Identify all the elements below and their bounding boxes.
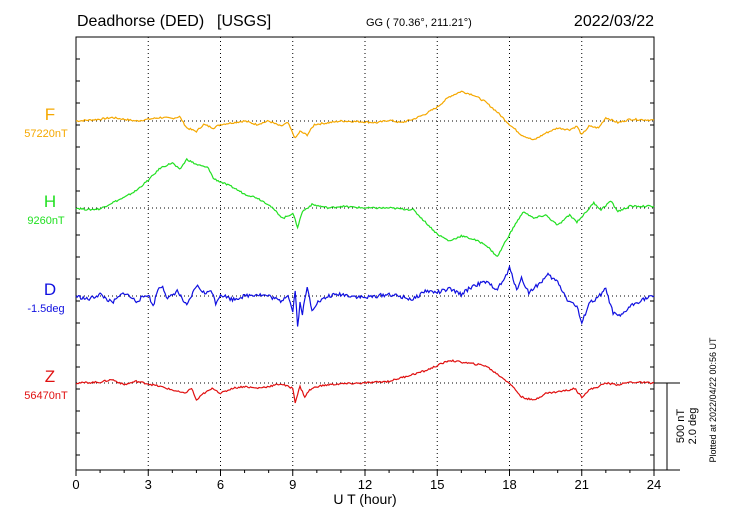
- series-line-H: [75, 157, 655, 257]
- coordinates-label: GG ( 70.36°, 211.21°): [366, 17, 472, 29]
- x-tick-label: 12: [358, 477, 372, 492]
- x-tick-label: 0: [72, 477, 79, 492]
- x-tick-label: 18: [502, 477, 516, 492]
- series-baseline-D: -1.5deg: [27, 303, 64, 315]
- plotted-note: Plotted at 2022/04/22 00:56 UT: [708, 337, 718, 463]
- series-baseline-Z: 56470nT: [24, 390, 68, 402]
- x-axis-ticks: 0 3 6 9 12 15 18 21 24: [72, 58, 661, 492]
- scale-deg-label: 2.0 deg: [687, 408, 699, 445]
- x-tick-label: 24: [647, 477, 661, 492]
- series-layer: [75, 90, 655, 404]
- station-title: Deadhorse (DED): [77, 13, 204, 30]
- x-tick-label: 6: [217, 477, 224, 492]
- series-line-Z: [75, 359, 655, 404]
- grid-lines: [76, 37, 654, 470]
- series-baseline-H: 9260nT: [27, 215, 65, 227]
- x-tick-label: 21: [575, 477, 589, 492]
- x-tick-label: 3: [145, 477, 152, 492]
- series-name-F: F: [45, 105, 55, 124]
- x-tick-label: 9: [289, 477, 296, 492]
- x-axis-title: U T (hour): [333, 491, 396, 507]
- series-name-Z: Z: [45, 367, 55, 386]
- series-line-D: [75, 264, 655, 327]
- scale-bar: 500 nT 2.0 deg: [654, 382, 699, 471]
- date-label: 2022/03/22: [574, 13, 654, 30]
- series-labels: F 57220nT H 9260nT D -1.5deg Z 56470nT: [24, 105, 68, 402]
- series-line-F: [75, 90, 655, 141]
- series-baseline-F: 57220nT: [24, 128, 68, 140]
- source-label: [USGS]: [217, 13, 271, 30]
- x-tick-label: 15: [430, 477, 444, 492]
- scale-nt-label: 500 nT: [675, 409, 687, 444]
- series-name-H: H: [44, 192, 56, 211]
- series-name-D: D: [44, 280, 56, 299]
